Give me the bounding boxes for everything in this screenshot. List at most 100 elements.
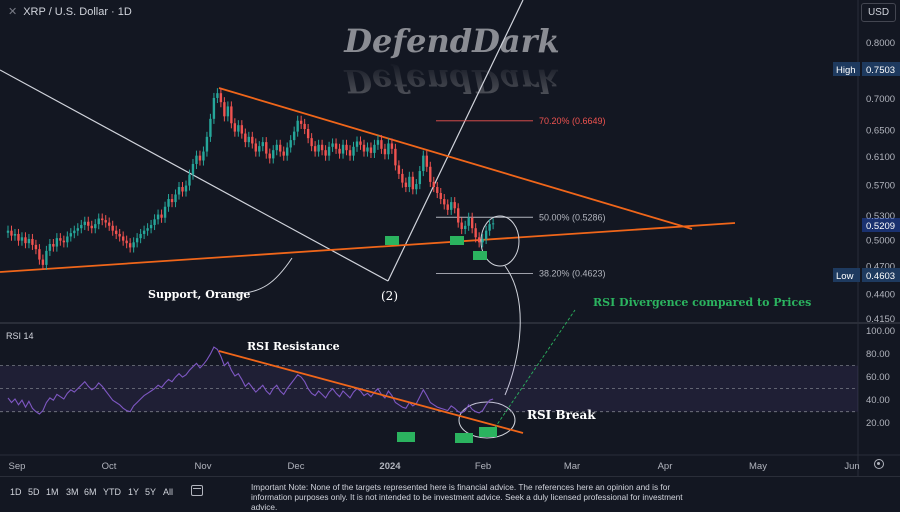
candle-body — [299, 120, 303, 124]
rsi-resistance-line — [218, 350, 524, 434]
candle-body — [76, 228, 79, 231]
green-marker — [450, 236, 464, 245]
currency-selector[interactable]: USD — [861, 3, 896, 22]
candle-body — [488, 224, 491, 231]
price-tick-label: 0.6500 — [866, 125, 895, 136]
candle-body — [135, 238, 139, 243]
candle-body — [90, 225, 93, 229]
green-marker — [385, 236, 399, 245]
candle-body — [265, 142, 268, 154]
candle-body — [404, 182, 408, 188]
timeframe-button-1m[interactable]: 1M — [46, 487, 59, 497]
candle-body — [383, 148, 387, 155]
candle-body — [118, 233, 121, 237]
candle-body — [41, 259, 45, 265]
candle-body — [446, 204, 449, 210]
candle-body — [87, 221, 90, 226]
rsi-tick-label: 80.00 — [866, 349, 890, 360]
candle-body — [463, 225, 467, 230]
candle-body — [212, 97, 216, 119]
candle-body — [272, 150, 275, 159]
support-pointer — [231, 257, 293, 295]
candle-body — [418, 171, 422, 185]
candle-body — [484, 230, 488, 239]
settings-gear-icon[interactable] — [874, 459, 884, 469]
rsi-tick-label: 20.00 — [866, 418, 890, 429]
wave-2-label: (2) — [381, 289, 398, 303]
candle-body — [94, 224, 97, 229]
candle-body — [24, 237, 27, 244]
timeframe-button-all[interactable]: All — [163, 487, 174, 497]
candle-body — [121, 236, 125, 241]
timeframe-button-1y[interactable]: 1Y — [128, 487, 140, 497]
candle-body — [128, 243, 132, 248]
candle-body — [80, 224, 83, 229]
support-orange-line — [0, 222, 736, 273]
low-value-bg — [862, 268, 900, 282]
candle-body — [261, 142, 264, 147]
candle-body — [156, 214, 160, 220]
high-value-bg — [862, 62, 900, 76]
candle-body — [17, 233, 20, 241]
annotations: 70.20% (0.6649) 50.00% (0.5286) 38.20% (0.… — [148, 116, 811, 422]
link-curve — [504, 265, 521, 396]
candle-body — [366, 147, 369, 152]
rsi-pane-label: RSI 14 — [6, 331, 34, 341]
candle-body — [34, 244, 38, 250]
candle-body — [373, 144, 376, 153]
timeframe-button-3m[interactable]: 3M — [66, 487, 79, 497]
timeframe-button-1d[interactable]: 1D — [10, 487, 22, 497]
divergence-line — [491, 309, 576, 433]
candles — [6, 88, 495, 270]
low-value: 0.4603 — [866, 271, 895, 282]
candle-body — [467, 217, 470, 226]
candle-body — [460, 222, 463, 230]
timeframe-button-6m[interactable]: 6M — [84, 487, 97, 497]
candle-body — [146, 228, 149, 231]
candle-body — [125, 240, 128, 244]
rsi-resistance-label: RSI Resistance — [247, 340, 340, 353]
candle-body — [334, 143, 338, 149]
rsi-line — [7, 346, 494, 415]
candle-body — [425, 155, 428, 167]
candle-body — [359, 141, 362, 145]
time-tick-label: 2024 — [379, 461, 401, 472]
candle-body — [477, 237, 481, 243]
calendar-icon[interactable] — [191, 485, 203, 496]
time-tick-label: Sep — [9, 461, 26, 472]
price-tick-label: 0.5300 — [866, 211, 895, 222]
candle-body — [10, 230, 13, 236]
candle-body — [184, 185, 188, 192]
candle-body — [170, 199, 174, 203]
candle-body — [167, 199, 170, 207]
high-label: High — [836, 65, 856, 76]
candle-body — [355, 141, 359, 147]
candle-body — [153, 219, 156, 225]
close-icon[interactable]: ✕ — [8, 6, 18, 18]
watermark: DefendDark — [343, 22, 559, 60]
candle-body — [13, 233, 17, 236]
candle-body — [286, 147, 289, 156]
candle-body — [237, 125, 240, 132]
time-tick-label: Oct — [102, 461, 117, 472]
fib-level-label: 50.00% (0.5286) — [539, 212, 606, 222]
candle-body — [387, 143, 390, 155]
footer-bar: 1D 5D 1M 3M 6M YTD 1Y 5Y All Important Note: Non… — [0, 476, 900, 512]
candle-body — [268, 153, 271, 159]
timeframe-button-ytd[interactable]: YTD — [103, 487, 121, 497]
candle-body — [223, 102, 226, 117]
candle-body — [397, 165, 401, 174]
price-tick-label: 0.7000 — [866, 94, 895, 105]
green-marker — [455, 433, 473, 443]
timeframe-button-5y[interactable]: 5Y — [145, 487, 157, 497]
candle-body — [69, 233, 73, 237]
candle-body — [251, 136, 254, 144]
fib-level-label: 70.20% (0.6649) — [539, 116, 606, 126]
candle-body — [142, 230, 146, 234]
candle-body — [219, 93, 223, 103]
trendlines — [0, 0, 736, 443]
highlight-ellipse — [480, 215, 520, 267]
symbol-title: XRP / U.S. Dollar · 1D — [23, 5, 132, 18]
timeframe-button-5d[interactable]: 5D — [28, 487, 40, 497]
candle-body — [132, 242, 135, 248]
